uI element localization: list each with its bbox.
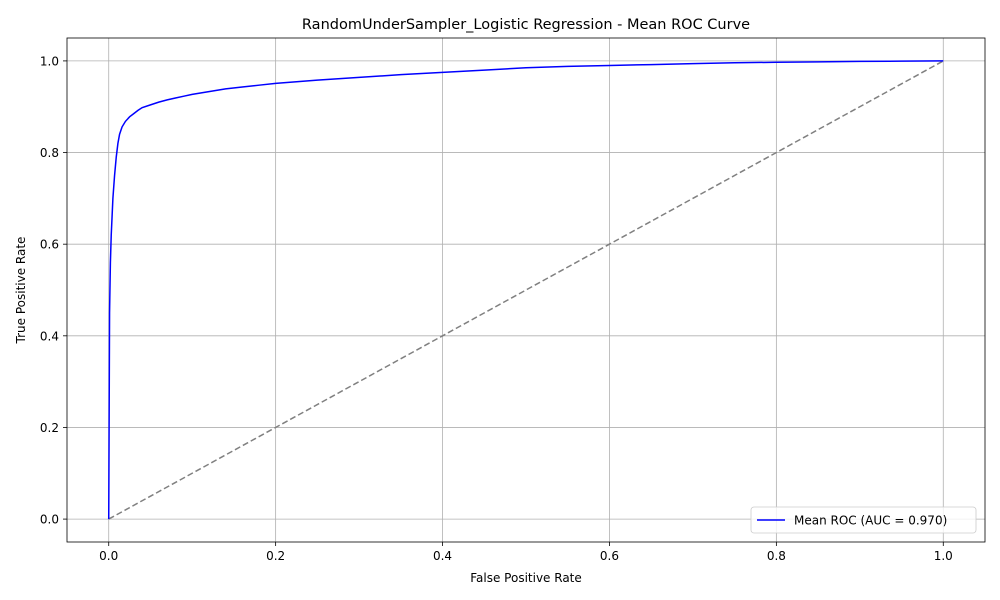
axis-ticks: 0.0 0.2 0.4 0.6 0.8 1.0 0.0 0.2 0.4 0.6 0.8 1.0 bbox=[40, 54, 953, 563]
x-tick-label: 0.4 bbox=[433, 549, 452, 563]
y-axis-label: True Positive Rate bbox=[14, 237, 28, 345]
y-tick-label: 0.0 bbox=[40, 513, 59, 527]
x-tick-label: 0.8 bbox=[767, 549, 786, 563]
plot-frame bbox=[66, 37, 986, 543]
chart-title: RandomUnderSampler_Logistic Regression -… bbox=[302, 17, 750, 33]
chance-diagonal-line bbox=[108, 60, 944, 520]
grid bbox=[67, 38, 985, 542]
y-tick-label: 0.4 bbox=[40, 329, 59, 343]
mean-roc-curve bbox=[107, 60, 944, 520]
plot-series bbox=[107, 60, 944, 520]
y-tick-label: 0.2 bbox=[40, 421, 59, 435]
x-tick-label: 0.6 bbox=[600, 549, 619, 563]
y-tick-label: 0.6 bbox=[40, 238, 59, 252]
x-tick-label: 0.0 bbox=[99, 549, 118, 563]
x-tick-label: 0.2 bbox=[266, 549, 285, 563]
x-tick-label: 1.0 bbox=[934, 549, 953, 563]
legend-label-mean-roc: Mean ROC (AUC = 0.970) bbox=[794, 514, 947, 528]
legend-box bbox=[750, 506, 977, 534]
y-tick-label: 1.0 bbox=[40, 54, 59, 68]
legend: Mean ROC (AUC = 0.970) bbox=[750, 506, 977, 534]
x-axis-label: False Positive Rate bbox=[470, 571, 582, 585]
y-tick-label: 0.8 bbox=[40, 146, 59, 160]
